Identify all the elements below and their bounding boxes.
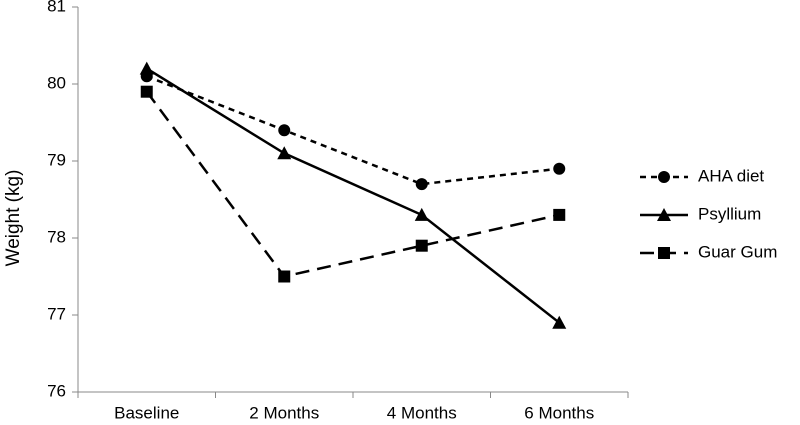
y-tick-label: 79 bbox=[47, 150, 66, 169]
x-tick-label: 2 Months bbox=[249, 403, 319, 422]
marker bbox=[415, 239, 428, 252]
legend-label: AHA diet bbox=[698, 166, 764, 185]
marker bbox=[553, 162, 566, 175]
legend-label: Psyllium bbox=[698, 204, 761, 223]
y-tick-label: 76 bbox=[47, 381, 66, 400]
y-tick-label: 77 bbox=[47, 304, 66, 323]
y-axis-label: Weight (kg) bbox=[3, 170, 24, 267]
series-line bbox=[146, 67, 561, 324]
x-tick-label: Baseline bbox=[114, 403, 179, 422]
marker bbox=[277, 146, 292, 160]
marker bbox=[414, 207, 429, 221]
marker bbox=[658, 171, 670, 183]
legend-label: Guar Gum bbox=[698, 242, 777, 261]
marker bbox=[657, 208, 671, 221]
x-tick-label: 6 Months bbox=[524, 403, 594, 422]
marker bbox=[552, 315, 567, 329]
marker bbox=[278, 270, 291, 283]
y-tick-label: 78 bbox=[47, 227, 66, 246]
marker bbox=[278, 124, 291, 137]
marker bbox=[415, 178, 428, 191]
y-tick-label: 80 bbox=[47, 73, 66, 92]
y-tick-label: 81 bbox=[47, 0, 66, 15]
marker bbox=[139, 61, 154, 75]
marker bbox=[140, 85, 153, 98]
marker bbox=[553, 208, 566, 221]
series-line bbox=[146, 75, 560, 186]
marker bbox=[658, 247, 670, 259]
x-tick-label: 4 Months bbox=[387, 403, 457, 422]
series-line bbox=[145, 90, 560, 278]
